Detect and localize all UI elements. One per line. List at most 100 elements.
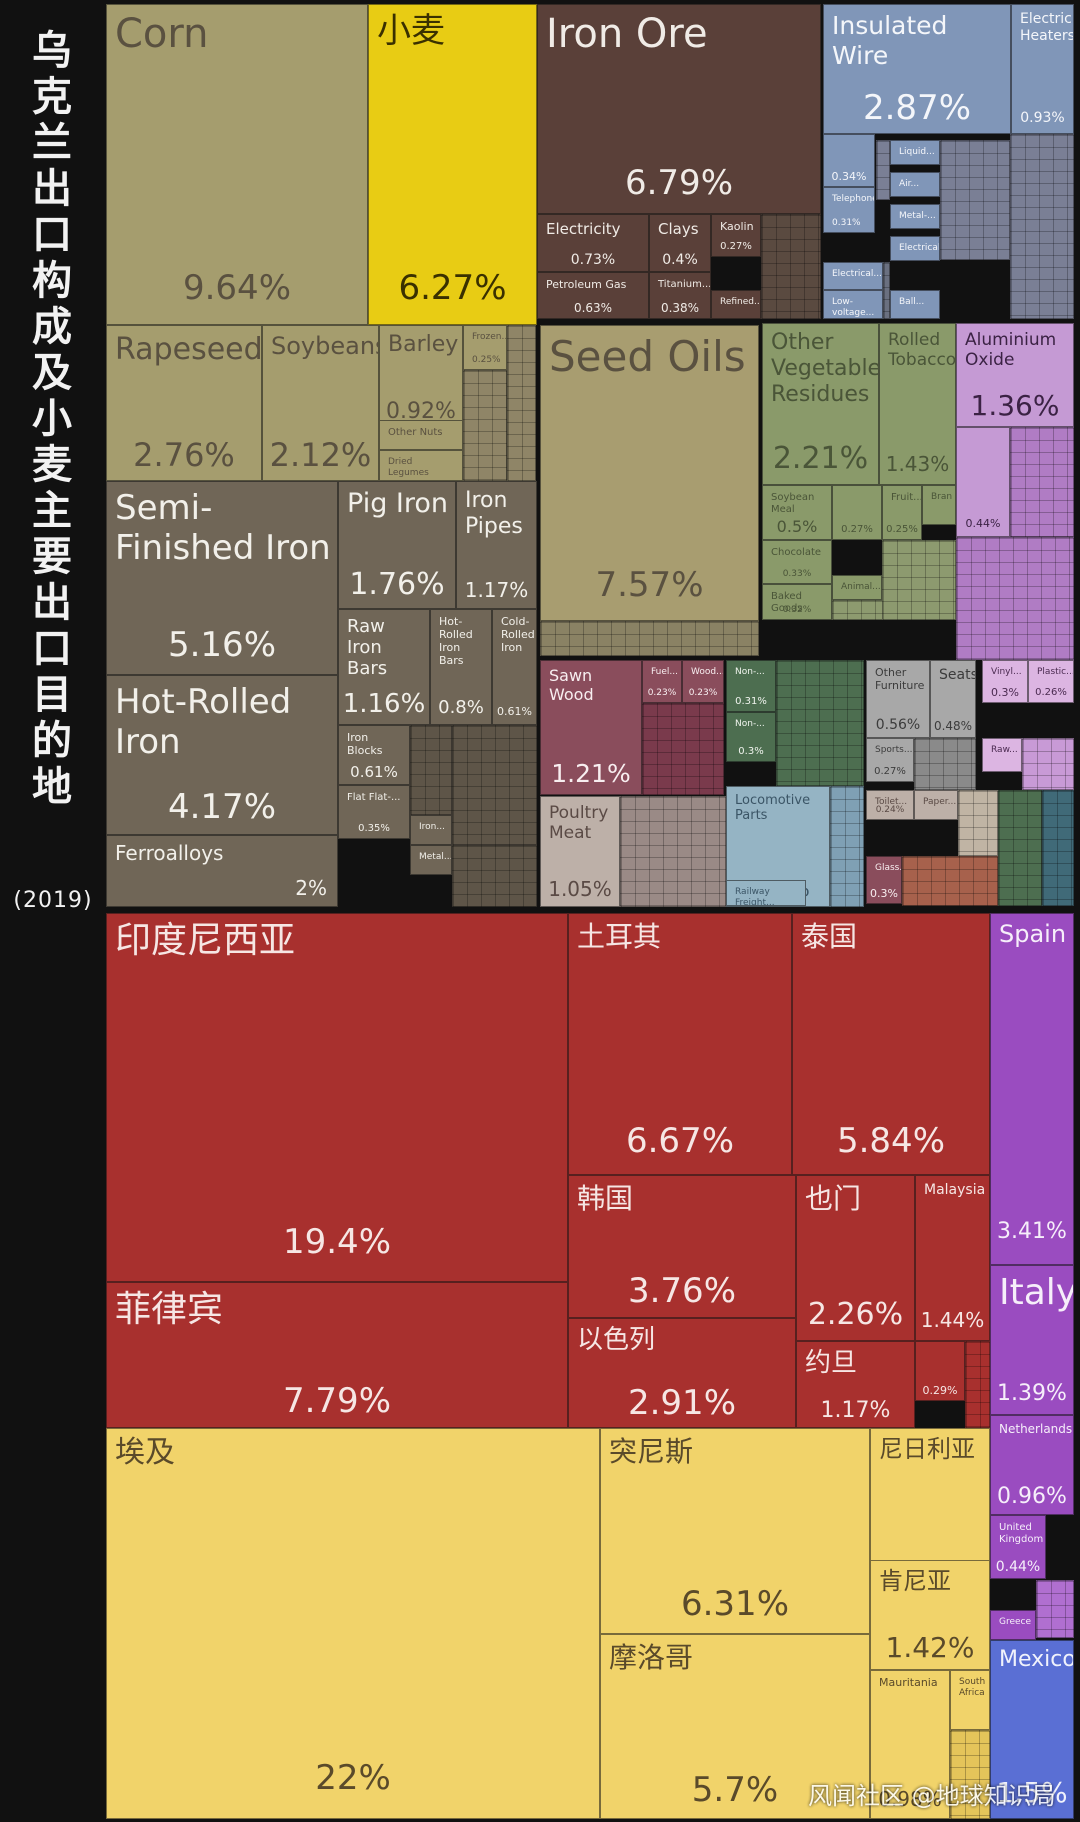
tile-percent: 1.42%	[885, 1631, 975, 1664]
minor-category-tile	[958, 790, 998, 856]
destination-tile-item-16: 突尼斯 6.31%	[600, 1428, 870, 1634]
tile-label: 小麦	[377, 11, 445, 51]
export-tile-poultry-meat: Poultry Meat 1.05%	[540, 796, 620, 907]
tile-label: Animal...	[841, 582, 881, 592]
tile-label: Baked Goods	[771, 591, 803, 614]
tile-percent: 0.3%	[991, 686, 1019, 699]
destination-tile-item-0: 印度尼西亚 19.4%	[106, 913, 568, 1282]
tile-label: Raw Iron Bars	[347, 616, 388, 680]
tile-label: Electrical...	[832, 269, 882, 279]
export-tile-refined: Refined...	[711, 290, 761, 319]
export-tile-metal: Metal...	[410, 845, 452, 875]
minor-category-tile	[452, 845, 537, 907]
tile-label: Barley	[388, 332, 459, 357]
tile-label: 尼日利亚	[879, 1435, 975, 1463]
export-tile-fuel: Fuel... 0.23%	[642, 660, 682, 703]
tile-percent: 1.43%	[885, 452, 950, 476]
tile-label: Greece	[999, 1617, 1032, 1627]
export-tile-electricity: Electricity 0.73%	[537, 214, 649, 272]
minor-category-tile	[940, 140, 1010, 260]
tile-percent: 0.31%	[735, 696, 767, 707]
destination-tile-item-18: 肯尼亚 1.42%	[870, 1560, 990, 1670]
export-tile-clays: Clays 0.4%	[649, 214, 711, 272]
tile-percent: 0.35%	[358, 823, 390, 834]
chart-title: 乌克兰出口构成 及 小麦主要出口目的地	[32, 28, 72, 810]
destination-tile-item-3: 菲律宾 7.79%	[106, 1282, 568, 1428]
tile-percent: 0.24%	[875, 805, 905, 815]
destination-tile-item-7: 以色列 2.91%	[568, 1318, 796, 1428]
tile-label: Rolled Tobacco	[888, 330, 956, 371]
tile-percent: 2.12%	[269, 436, 372, 474]
tile-label: Electric Heaters	[1020, 11, 1074, 44]
chart-year: (2019)	[13, 888, 93, 913]
export-tile-electrical: Electrical...	[823, 262, 883, 290]
tile-label: 埃及	[115, 1435, 175, 1470]
export-tile-seed-oils: Seed Oils 7.57%	[540, 325, 759, 621]
tile-percent: 0.73%	[570, 252, 616, 268]
tile-label: 印度尼西亚	[115, 920, 296, 961]
minor-category-tile	[914, 738, 976, 790]
minor-category-tile	[507, 325, 536, 481]
tile-label: Petroleum Gas	[546, 278, 627, 291]
destination-tile-item-2: 泰国 5.84%	[792, 913, 990, 1175]
export-tile-aluminium-oxide: Aluminium Oxide 1.36%	[956, 323, 1074, 427]
tile-percent: 0.25%	[472, 355, 501, 365]
tile-label: 肯尼亚	[879, 1567, 951, 1595]
tile-label: Clays	[658, 220, 699, 238]
tile-label: Dried Legumes	[388, 457, 429, 478]
tile-label: Pig Iron	[347, 488, 449, 519]
tile-label: Seats	[939, 667, 976, 683]
export-tile-hot-rolled-iron: Hot-Rolled Iron 4.17%	[106, 675, 338, 835]
destination-tile-malaysia: Malaysia 1.44%	[915, 1175, 990, 1341]
tile-label: Metal...	[419, 852, 452, 862]
tile-label: Telephones	[832, 194, 874, 204]
export-tile-item-11: 0.34%	[823, 134, 875, 187]
tile-label: Poultry Meat	[549, 803, 609, 844]
tile-label: Malaysia	[924, 1182, 986, 1198]
tile-percent: 5.7%	[691, 1770, 779, 1810]
export-tile-wood: Wood... 0.23%	[682, 660, 724, 703]
tile-percent: 1.05%	[548, 877, 612, 901]
export-tile-ferroalloys: Ferroalloys 2%	[106, 835, 338, 907]
export-tile-ball: Ball...	[890, 290, 940, 319]
minor-category-tile	[776, 660, 864, 786]
tile-percent: 7.79%	[282, 1381, 391, 1421]
destination-tile-mauritania: Mauritania 0.98%	[870, 1670, 950, 1819]
tile-label: Iron Pipes	[465, 488, 523, 539]
tile-percent: 6.67%	[625, 1121, 734, 1161]
export-tile-petroleum-gas: Petroleum Gas 0.63%	[537, 272, 649, 319]
tile-label: Vinyl...	[991, 667, 1022, 677]
export-tile-electrical: Electrical...	[890, 236, 940, 261]
destination-tile-item-1: 土耳其 6.67%	[568, 913, 792, 1175]
tile-percent: 1.5%	[996, 1776, 1068, 1809]
tile-label: Electricity	[546, 220, 621, 238]
tile-percent: 0.96%	[997, 1484, 1067, 1509]
export-tile-frozen: Frozen... 0.25%	[463, 325, 507, 370]
tile-percent: 0.3%	[738, 746, 764, 757]
export-tile-glass: Glass... 0.3%	[866, 856, 902, 904]
tile-label: Netherlands	[999, 1422, 1073, 1436]
tile-percent: 0.23%	[688, 688, 718, 698]
tile-percent: 0.29%	[922, 1384, 958, 1397]
tile-percent: 1.16%	[342, 689, 426, 719]
tile-label: Flat Flat-...	[347, 792, 401, 803]
export-tile-item-30: 0.27%	[832, 485, 882, 540]
destination-tile-south-africa: South Africa	[950, 1670, 990, 1730]
export-tile-pig-iron: Pig Iron 1.76%	[338, 481, 456, 609]
tile-percent: 0.93%	[1020, 110, 1065, 126]
tile-label: 以色列	[577, 1325, 656, 1355]
minor-category-tile	[410, 725, 452, 815]
export-tile-other-vegetable-residues: Other Vegetable Residues 2.21%	[762, 323, 879, 485]
export-tile-rapeseed: Rapeseed 2.76%	[106, 325, 262, 481]
tile-label: Aluminium Oxide	[965, 330, 1057, 371]
export-tile-other-furniture: Other Furniture 0.56%	[866, 660, 930, 738]
destination-tile-item-8: 约旦 1.17%	[796, 1341, 915, 1428]
export-tile-fruit: Fruit... 0.25%	[882, 485, 922, 540]
tile-label: Sports...	[875, 745, 913, 755]
tile-label: Plastic...	[1037, 667, 1074, 677]
tile-label: 摩洛哥	[609, 1641, 694, 1674]
destination-tile-item-19: 摩洛哥 5.7%	[600, 1634, 870, 1819]
tile-percent: 0.92%	[386, 399, 456, 424]
export-tile-raw: Raw...	[982, 738, 1022, 772]
minor-category-tile	[950, 1730, 990, 1819]
